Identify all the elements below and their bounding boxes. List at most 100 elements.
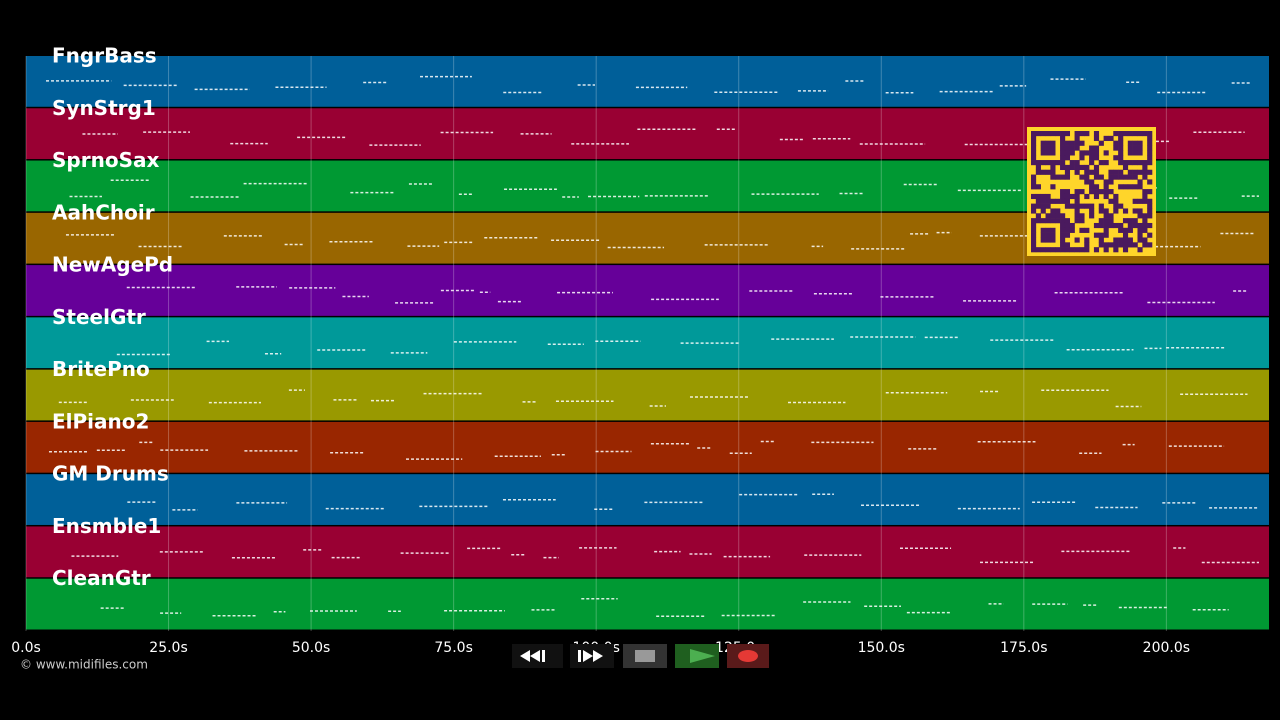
qr-cell (1079, 155, 1085, 161)
qr-cell (1098, 242, 1104, 248)
qr-cell (1132, 160, 1138, 166)
qr-cell (1147, 242, 1153, 248)
track-lane (26, 56, 1269, 107)
qr-cell (1074, 198, 1080, 204)
qr-cell (1060, 140, 1066, 146)
qr-cell (1060, 145, 1066, 151)
qr-cell (1060, 150, 1066, 156)
qr-cell (1122, 160, 1129, 166)
qr-cell (1127, 242, 1133, 248)
qr-cell (1132, 242, 1138, 248)
qr-cell (1142, 131, 1148, 137)
qr-cell (1108, 213, 1114, 219)
fast-forward-icon (578, 650, 603, 662)
qr-cell (1079, 227, 1085, 233)
track-name: ElPiano2 (52, 409, 149, 433)
time-tick-label: 50.0s (292, 640, 330, 656)
qr-cell (1084, 169, 1090, 175)
qr-cell (1060, 247, 1066, 253)
qr-cell (1103, 247, 1109, 253)
record-icon (738, 650, 758, 662)
qr-cell (1064, 164, 1071, 171)
qr-cell (1118, 174, 1124, 180)
time-tick-label: 175.0s (1000, 640, 1047, 656)
track-name: AahChoir (52, 200, 155, 224)
qr-cell (1118, 150, 1124, 156)
qr-cell (1045, 203, 1051, 209)
qr-cell (1103, 232, 1109, 238)
qr-cell (1103, 179, 1109, 185)
qr-cell (1069, 247, 1075, 253)
qr-cell (1147, 203, 1153, 209)
qr-cell (1084, 227, 1090, 233)
qr-cell (1079, 218, 1085, 224)
qr-cell (1137, 184, 1143, 190)
qr-cell (1098, 203, 1104, 209)
qr-cell (1050, 227, 1056, 233)
qr-cell (1074, 131, 1080, 137)
qr-cell (1093, 222, 1100, 229)
qr-cell (1122, 184, 1129, 190)
qr-cell (1089, 208, 1095, 214)
qr-cell (1127, 150, 1133, 156)
time-tick-label: 200.0s (1143, 640, 1190, 656)
qr-cell (1098, 160, 1104, 166)
qr-cell (1118, 242, 1124, 248)
qr-cell (1055, 160, 1061, 166)
time-tick-label: 0.0s (11, 640, 41, 656)
time-tick-label: 75.0s (434, 640, 472, 656)
qr-cell (1040, 169, 1046, 175)
qr-cell (1050, 232, 1056, 238)
qr-cell (1127, 160, 1133, 166)
qr-cell (1137, 222, 1143, 229)
qr-cell (1079, 174, 1085, 180)
qr-cell (1064, 169, 1071, 175)
qr-cell (1118, 237, 1124, 243)
qr-cell (1132, 131, 1138, 137)
qr-cell (1064, 227, 1071, 233)
qr-cell (1132, 150, 1138, 156)
qr-cell (1103, 213, 1109, 219)
qr-cell (1127, 184, 1133, 190)
qr-cell (1055, 131, 1061, 137)
qr-cell (1142, 193, 1148, 200)
qr-cell (1060, 237, 1066, 243)
qr-cell (1093, 189, 1100, 195)
qr-cell (1064, 189, 1071, 195)
qr-cell (1132, 169, 1138, 175)
qr-cell (1098, 174, 1104, 180)
qr-cell (1064, 140, 1071, 146)
qr-cell (1031, 247, 1037, 253)
qr-cell (1127, 131, 1133, 137)
qr-cell (1142, 160, 1148, 166)
qr-cell (1079, 189, 1085, 195)
qr-cell (1132, 184, 1138, 190)
qr-cell (1098, 189, 1104, 195)
qr-cell (1040, 203, 1046, 209)
qr-cell (1055, 247, 1061, 253)
rewind-icon (520, 650, 545, 662)
qr-cell (1089, 169, 1095, 175)
qr-cell (1142, 189, 1148, 195)
qr-cell (1050, 174, 1056, 180)
qr-cell (1122, 131, 1129, 137)
qr-cell (1031, 140, 1037, 146)
qr-cell (1103, 150, 1109, 156)
qr-cell (1093, 150, 1100, 156)
qr-cell (1074, 203, 1080, 209)
qr-cell (1093, 232, 1100, 238)
qr-cell (1113, 237, 1119, 243)
qr-cell (1040, 237, 1046, 243)
qr-cell (1055, 198, 1061, 204)
qr-cell (1031, 150, 1037, 156)
qr-cell (1098, 222, 1104, 229)
qr-cell (1089, 155, 1095, 161)
qr-cell (1142, 164, 1148, 171)
qr-cell (1113, 131, 1119, 137)
qr-cell (1103, 222, 1109, 229)
qr-cell (1122, 242, 1129, 248)
qr-cell (1050, 164, 1056, 171)
qr-cell (1079, 131, 1085, 137)
qr-cell (1108, 222, 1114, 229)
